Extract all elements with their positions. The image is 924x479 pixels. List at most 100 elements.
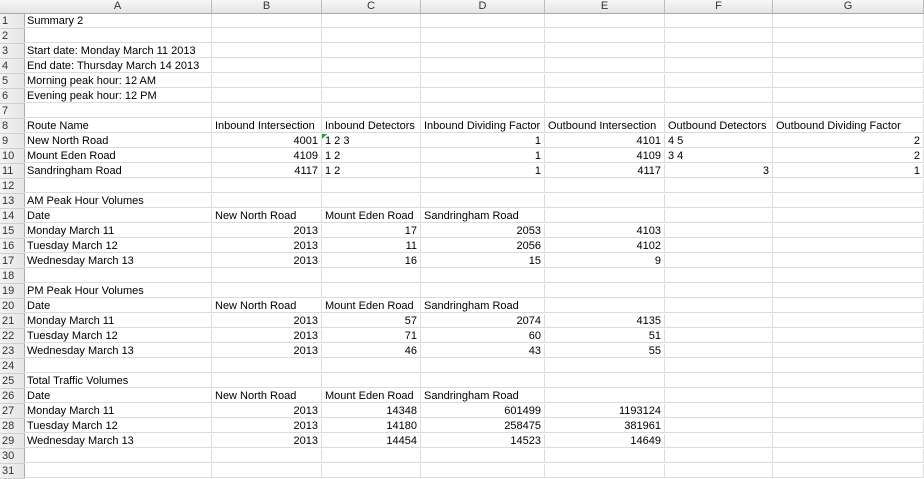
cell-e26[interactable] xyxy=(545,389,665,403)
cell-d30[interactable] xyxy=(421,449,545,463)
cell-c1[interactable] xyxy=(322,14,421,28)
cell-f6[interactable] xyxy=(665,89,773,103)
cell-e29[interactable]: 14649 xyxy=(545,434,665,448)
cell-f21[interactable] xyxy=(665,314,773,328)
cell-f20[interactable] xyxy=(665,299,773,313)
row-header[interactable]: 18 xyxy=(0,269,25,284)
cell-f24[interactable] xyxy=(665,359,773,373)
cell-d18[interactable] xyxy=(421,269,545,283)
cell-a23[interactable]: Wednesday March 13 xyxy=(24,344,212,358)
column-header-b[interactable]: B xyxy=(212,0,322,14)
cell-f11[interactable]: 3 xyxy=(665,164,773,178)
cell-b25[interactable] xyxy=(212,374,322,388)
cell-b27[interactable]: 2013 xyxy=(212,404,322,418)
cell-c7[interactable] xyxy=(322,104,421,118)
cell-c3[interactable] xyxy=(322,44,421,58)
cell-e3[interactable] xyxy=(545,44,665,58)
cell-b9[interactable]: 4001 xyxy=(212,134,322,148)
cell-b29[interactable]: 2013 xyxy=(212,434,322,448)
cell-a18[interactable] xyxy=(24,269,212,283)
cell-f30[interactable] xyxy=(665,449,773,463)
cell-e11[interactable]: 4117 xyxy=(545,164,665,178)
cell-g13[interactable] xyxy=(773,194,924,208)
cell-a20[interactable]: Date xyxy=(24,299,212,313)
cell-a16[interactable]: Tuesday March 12 xyxy=(24,239,212,253)
cell-g9[interactable]: 2 xyxy=(773,134,924,148)
row-header[interactable]: 16 xyxy=(0,239,25,254)
cell-g29[interactable] xyxy=(773,434,924,448)
row-header[interactable]: 2 xyxy=(0,29,25,44)
cell-d12[interactable] xyxy=(421,179,545,193)
row-header[interactable]: 25 xyxy=(0,374,25,389)
cell-e30[interactable] xyxy=(545,449,665,463)
cell-g21[interactable] xyxy=(773,314,924,328)
cell-d27[interactable]: 601499 xyxy=(421,404,545,418)
cell-g31[interactable] xyxy=(773,464,924,478)
cell-f15[interactable] xyxy=(665,224,773,238)
cell-a3[interactable]: Start date: Monday March 11 2013 xyxy=(24,44,212,58)
cell-c27[interactable]: 14348 xyxy=(322,404,421,418)
row-header[interactable]: 6 xyxy=(0,89,25,104)
cell-a11[interactable]: Sandringham Road xyxy=(24,164,212,178)
cell-c25[interactable] xyxy=(322,374,421,388)
cell-a1[interactable]: Summary 2 xyxy=(24,14,212,28)
cell-c13[interactable] xyxy=(322,194,421,208)
cell-f16[interactable] xyxy=(665,239,773,253)
cell-e21[interactable]: 4135 xyxy=(545,314,665,328)
cell-f3[interactable] xyxy=(665,44,773,58)
cell-g4[interactable] xyxy=(773,59,924,73)
row-header[interactable]: 5 xyxy=(0,74,25,89)
cell-b14[interactable]: New North Road xyxy=(212,209,322,223)
row-header[interactable]: 7 xyxy=(0,104,25,119)
cell-g16[interactable] xyxy=(773,239,924,253)
row-header[interactable]: 20 xyxy=(0,299,25,314)
cell-c9[interactable]: 1 2 3 xyxy=(322,134,421,148)
row-header[interactable]: 29 xyxy=(0,434,25,449)
cell-e28[interactable]: 381961 xyxy=(545,419,665,433)
cell-e27[interactable]: 1193124 xyxy=(545,404,665,418)
row-header[interactable]: 1 xyxy=(0,14,25,29)
cell-e9[interactable]: 4101 xyxy=(545,134,665,148)
cell-b4[interactable] xyxy=(212,59,322,73)
cell-d11[interactable]: 1 xyxy=(421,164,545,178)
row-header[interactable]: 15 xyxy=(0,224,25,239)
cell-d26[interactable]: Sandringham Road xyxy=(421,389,545,403)
cell-d6[interactable] xyxy=(421,89,545,103)
cell-a25[interactable]: Total Traffic Volumes xyxy=(24,374,212,388)
cell-d29[interactable]: 14523 xyxy=(421,434,545,448)
row-header[interactable]: 26 xyxy=(0,389,25,404)
cell-b1[interactable] xyxy=(212,14,322,28)
cell-f9[interactable]: 4 5 xyxy=(665,134,773,148)
cell-a29[interactable]: Wednesday March 13 xyxy=(24,434,212,448)
cell-d23[interactable]: 43 xyxy=(421,344,545,358)
cell-c23[interactable]: 46 xyxy=(322,344,421,358)
cell-e24[interactable] xyxy=(545,359,665,373)
cell-a22[interactable]: Tuesday March 12 xyxy=(24,329,212,343)
cell-e4[interactable] xyxy=(545,59,665,73)
cell-a27[interactable]: Monday March 11 xyxy=(24,404,212,418)
cell-a24[interactable] xyxy=(24,359,212,373)
column-header-a[interactable]: A xyxy=(24,0,212,14)
cell-e17[interactable]: 9 xyxy=(545,254,665,268)
cell-d7[interactable] xyxy=(421,104,545,118)
cell-b11[interactable]: 4117 xyxy=(212,164,322,178)
cell-e6[interactable] xyxy=(545,89,665,103)
cell-g17[interactable] xyxy=(773,254,924,268)
cell-g8[interactable]: Outbound Dividing Factor xyxy=(773,119,924,133)
row-header[interactable]: 13 xyxy=(0,194,25,209)
cell-b2[interactable] xyxy=(212,29,322,43)
cell-b8[interactable]: Inbound Intersection xyxy=(212,119,322,133)
cell-b18[interactable] xyxy=(212,269,322,283)
cell-f28[interactable] xyxy=(665,419,773,433)
row-header[interactable]: 14 xyxy=(0,209,25,224)
cell-b13[interactable] xyxy=(212,194,322,208)
cell-c15[interactable]: 17 xyxy=(322,224,421,238)
cell-b21[interactable]: 2013 xyxy=(212,314,322,328)
cell-c2[interactable] xyxy=(322,29,421,43)
cell-c19[interactable] xyxy=(322,284,421,298)
cell-c11[interactable]: 1 2 xyxy=(322,164,421,178)
cell-e19[interactable] xyxy=(545,284,665,298)
cell-d10[interactable]: 1 xyxy=(421,149,545,163)
cell-a2[interactable] xyxy=(24,29,212,43)
cell-g10[interactable]: 2 xyxy=(773,149,924,163)
